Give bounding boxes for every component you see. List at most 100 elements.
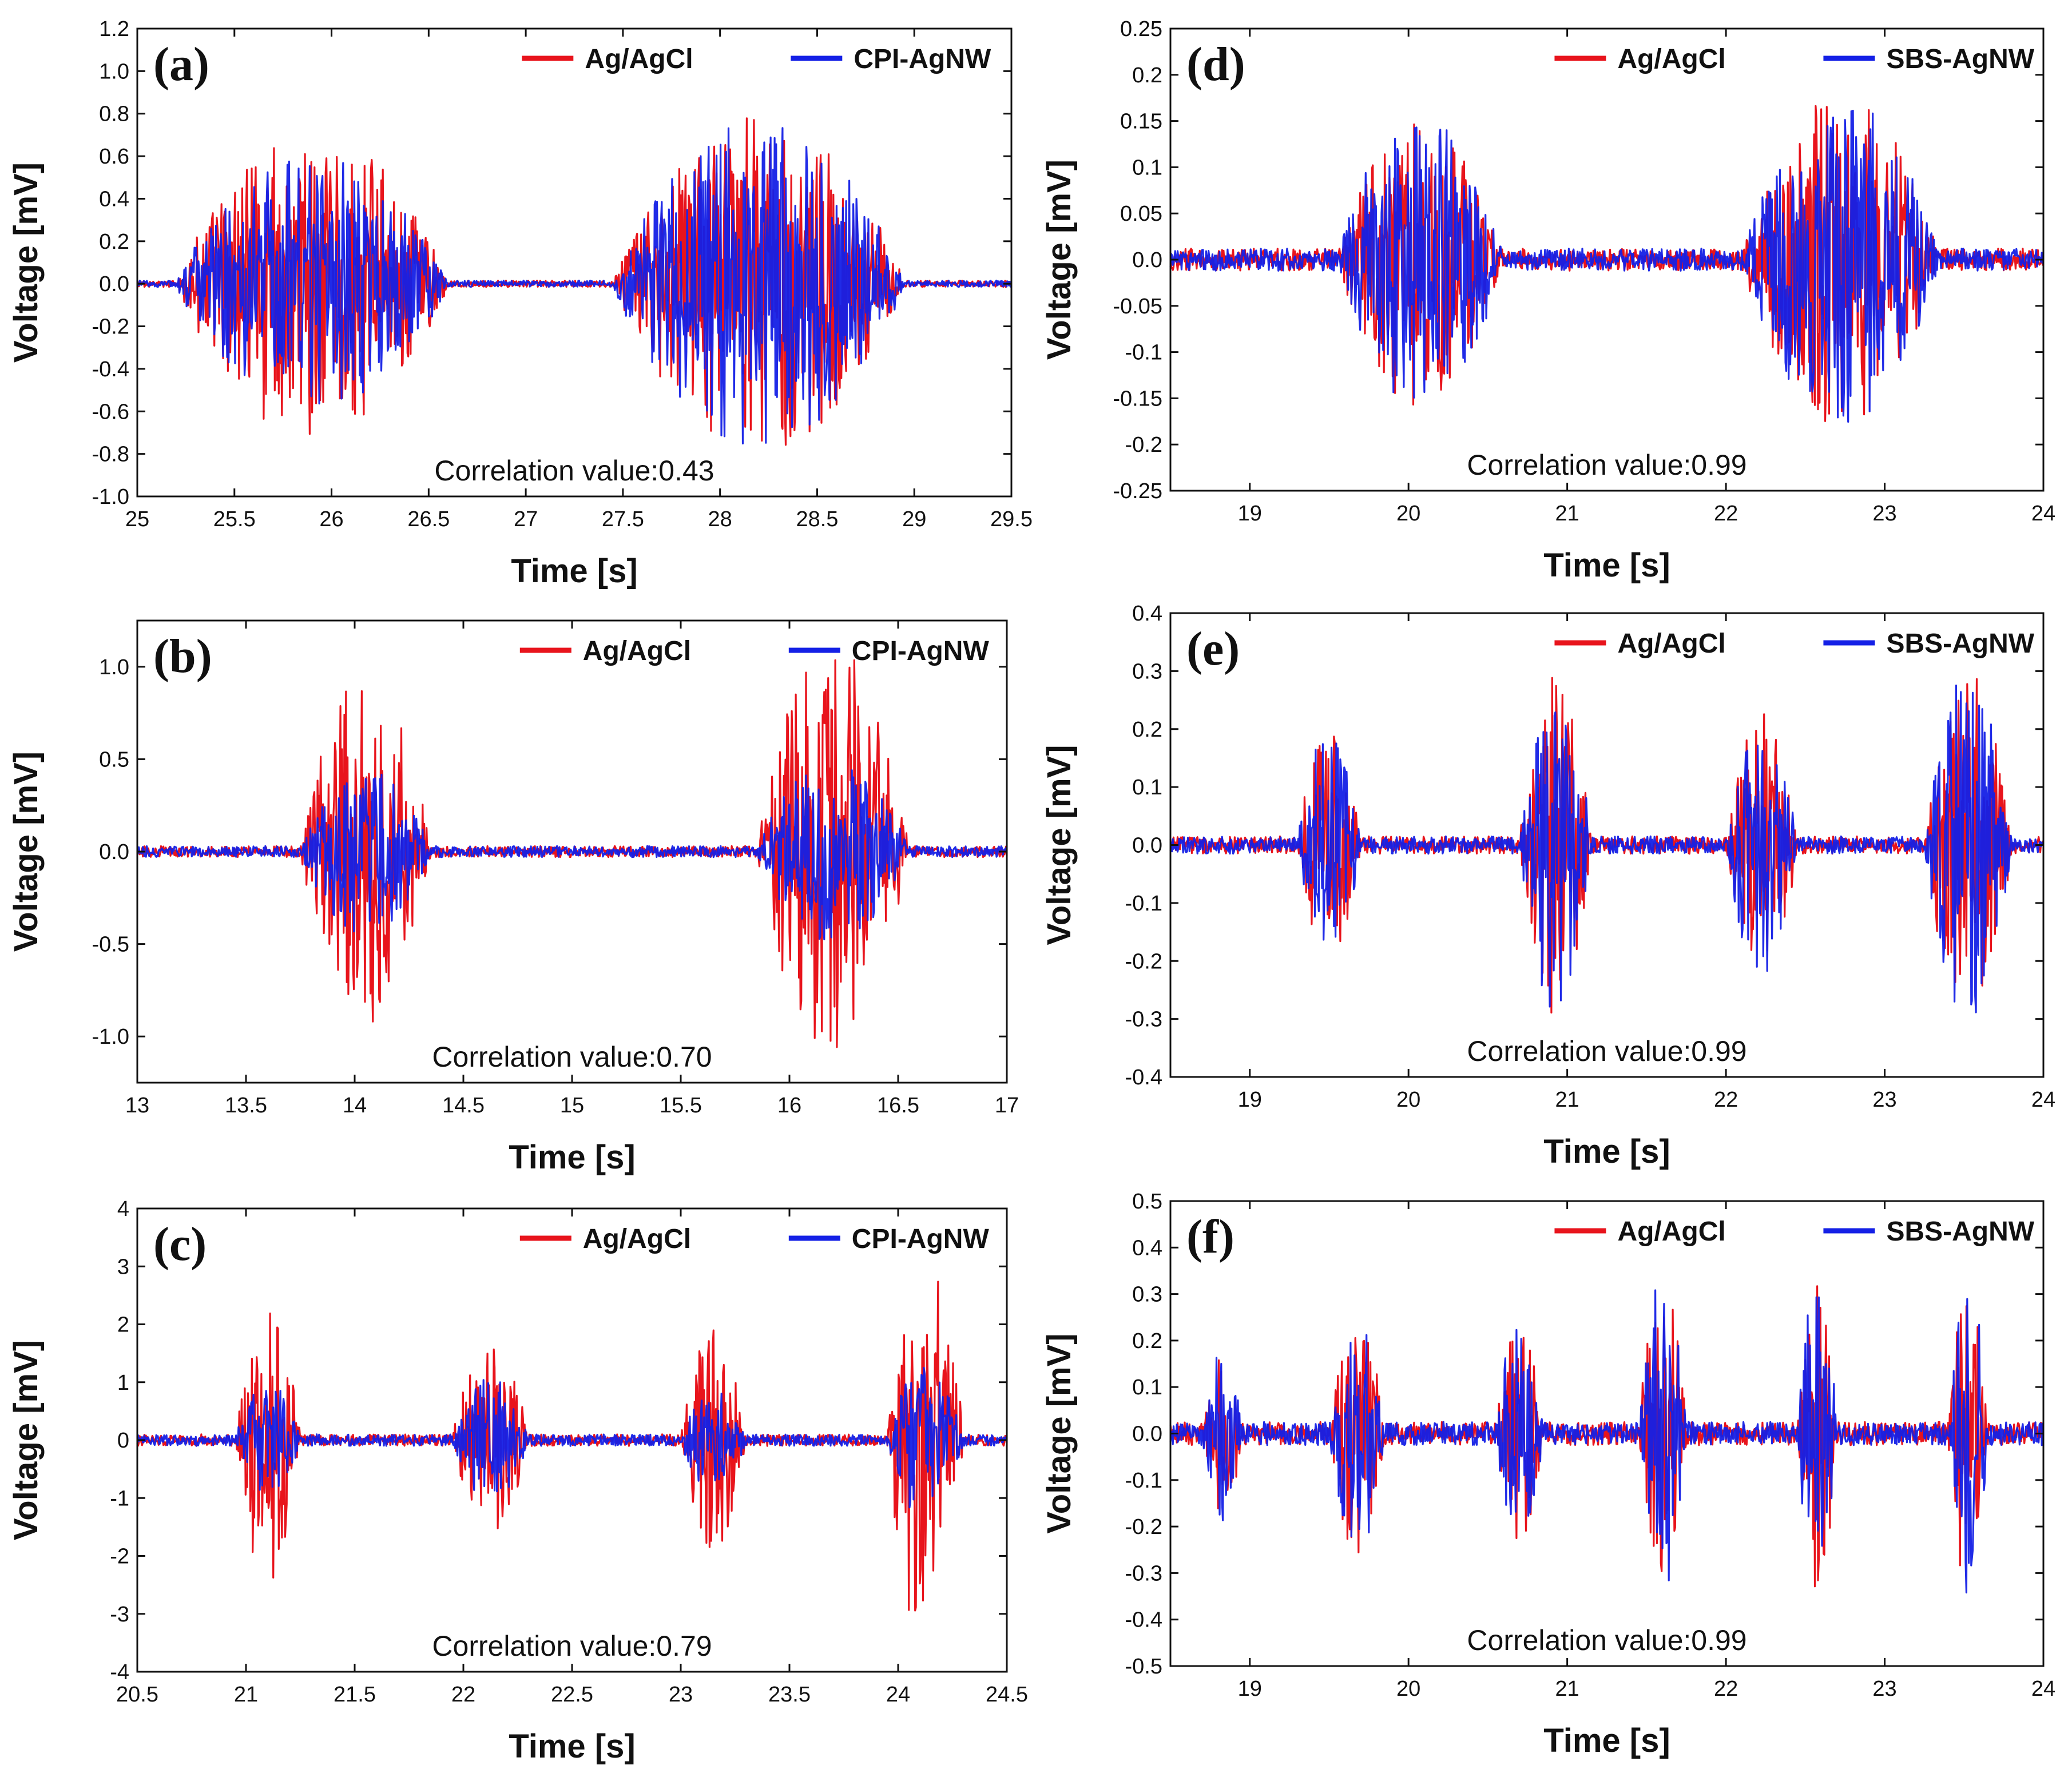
y-tick-label: 1.2 (99, 17, 129, 41)
y-tick-label: -0.2 (1125, 433, 1162, 457)
series-electrode (1169, 684, 2044, 1013)
legend-label-electrode: CPI-AgNW (854, 44, 991, 74)
x-tick-label: 23 (1872, 1677, 1896, 1701)
y-tick-label: 0.1 (1132, 1375, 1162, 1400)
x-tick-label: 24.5 (986, 1683, 1028, 1707)
x-axis-title: Time [s] (1543, 1722, 1670, 1759)
y-tick-label: -0.1 (1125, 1469, 1162, 1493)
y-tick-label: 1.0 (99, 655, 129, 679)
legend-label-electrode: SBS-AgNW (1886, 629, 2034, 659)
y-axis-title: Voltage [mV] (1041, 745, 1078, 945)
chart-panel-e: 19 20 21 22 23 24 0.4 0.3 0.2 0.1 0.0 -0.1 -0.2 -0.3 -… (1041, 602, 2055, 1170)
y-tick-label: -4 (110, 1660, 129, 1684)
y-tick-label: -1.0 (92, 485, 129, 509)
y-tick-label: -0.25 (1113, 479, 1162, 503)
y-tick-label: 0.8 (99, 102, 129, 126)
y-tick-label: 0.4 (1132, 602, 1162, 626)
y-tick-label: 0.4 (1132, 1236, 1162, 1260)
series-electrode (137, 127, 1013, 445)
x-tick-label: 27.5 (602, 507, 644, 531)
panel-label: (f) (1186, 1210, 1235, 1263)
x-tick-label: 20 (1396, 1677, 1420, 1701)
y-tick-label: -1 (110, 1486, 129, 1510)
x-tick-label: 26.5 (407, 507, 450, 531)
x-tick-label: 19 (1238, 502, 1262, 526)
y-tick-label: 0.2 (1132, 718, 1162, 742)
legend: Ag/AgCl SBS-AgNW (1554, 629, 2035, 659)
legend-label-ag-agcl: Ag/AgCl (583, 1224, 691, 1254)
y-tick-label: -0.5 (1125, 1655, 1162, 1679)
y-tick-label: 0.3 (1132, 659, 1162, 683)
y-tick-label: 0.05 (1120, 202, 1162, 226)
y-axis-title: Voltage [mV] (7, 162, 45, 363)
y-tick-label: 1 (117, 1371, 129, 1395)
y-tick-label: 0.1 (1132, 776, 1162, 800)
x-tick-label: 21 (1555, 502, 1579, 526)
x-tick-label: 29.5 (990, 507, 1033, 531)
correlation-annotation: Correlation value:0.99 (1467, 449, 1746, 481)
signal-traces (1169, 105, 2045, 423)
x-tick-label: 17 (995, 1094, 1019, 1118)
correlation-annotation: Correlation value:0.70 (432, 1041, 712, 1073)
y-tick-label: -0.15 (1113, 387, 1162, 411)
x-tick-label: 23 (1872, 1088, 1896, 1112)
x-axis-ticks: 13 13.5 14 14.5 15 15.5 16 16.5 17 (125, 621, 1019, 1118)
legend-label-ag-agcl: Ag/AgCl (585, 44, 693, 74)
correlation-annotation: Correlation value:0.99 (1467, 1035, 1746, 1067)
y-tick-label: -0.1 (1125, 892, 1162, 916)
y-tick-label: -0.4 (1125, 1066, 1162, 1090)
y-tick-label: -0.3 (1125, 1008, 1162, 1032)
x-tick-label: 26 (319, 507, 343, 531)
y-tick-label: 0.0 (1132, 834, 1162, 858)
x-tick-label: 24 (2031, 1677, 2055, 1701)
x-tick-label: 14.5 (442, 1094, 485, 1118)
x-tick-label: 13 (125, 1094, 149, 1118)
y-tick-label: -0.4 (92, 357, 129, 381)
y-tick-label: -0.6 (92, 400, 129, 424)
y-tick-label: 0.3 (1132, 1283, 1162, 1307)
chart-panel-b: 13 13.5 14 14.5 15 15.5 16 16.5 17 1.0 0.5 0.0 -0.5 -… (7, 619, 1019, 1176)
y-tick-label: 0.6 (99, 145, 129, 169)
signal-traces (136, 659, 1008, 1048)
y-tick-label: 0.0 (99, 840, 129, 864)
x-tick-label: 25 (125, 507, 149, 531)
x-tick-label: 20 (1396, 502, 1420, 526)
legend-label-ag-agcl: Ag/AgCl (1617, 44, 1725, 74)
x-tick-label: 22 (1714, 502, 1738, 526)
x-tick-label: 21 (1555, 1088, 1579, 1112)
y-tick-label: -0.05 (1113, 295, 1162, 319)
panel-label: (d) (1186, 38, 1245, 91)
legend: Ag/AgCl CPI-AgNW (519, 636, 990, 666)
signal-traces (1169, 677, 2045, 1014)
y-tick-label: 4 (117, 1197, 129, 1221)
x-axis-ticks: 19 20 21 22 23 24 (1238, 613, 2055, 1112)
legend: Ag/AgCl CPI-AgNW (522, 44, 991, 74)
legend: Ag/AgCl CPI-AgNW (519, 1224, 989, 1254)
legend-label-electrode: SBS-AgNW (1886, 44, 2034, 74)
legend-label-ag-agcl: Ag/AgCl (583, 636, 691, 666)
series-electrode (1169, 109, 2045, 423)
y-tick-label: 0.1 (1132, 156, 1162, 180)
x-tick-label: 29 (902, 507, 926, 531)
y-tick-label: -0.2 (1125, 1515, 1162, 1539)
x-tick-label: 23 (1872, 502, 1896, 526)
legend-label-electrode: CPI-AgNW (852, 636, 990, 666)
x-tick-label: 22 (1714, 1677, 1738, 1701)
legend: Ag/AgCl SBS-AgNW (1554, 44, 2035, 74)
signal-traces (137, 117, 1013, 446)
y-tick-label: 3 (117, 1255, 129, 1279)
signal-traces (1169, 1285, 2045, 1594)
y-tick-label: -2 (110, 1545, 129, 1569)
y-tick-label: 0.0 (99, 272, 129, 296)
series-electrode (1169, 1289, 2045, 1594)
x-tick-label: 13.5 (225, 1094, 267, 1118)
correlation-annotation: Correlation value:0.99 (1467, 1624, 1746, 1656)
plot-frame (136, 27, 1013, 498)
y-axis-ticks: 4 3 2 1 0 -1 -2 -3 -4 (110, 1197, 1007, 1684)
panels: 25 25.5 26 26.5 27 27.5 28 28.5 29 29.5 1.2 1.0 0.8 0… (7, 17, 2055, 1765)
signal-traces (136, 1281, 1008, 1612)
series-electrode (136, 769, 1008, 941)
y-tick-label: -3 (110, 1603, 129, 1627)
y-axis-ticks: 0.5 0.4 0.3 0.2 0.1 0.0 -0.1 -0.2 -0.3 -0.4 -0.5 (1125, 1190, 2043, 1679)
